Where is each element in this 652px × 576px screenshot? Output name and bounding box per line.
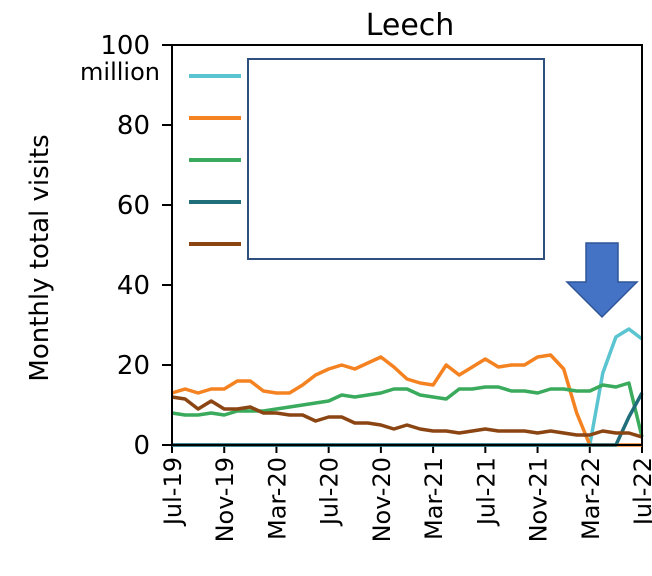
y-tick-label: 80	[117, 111, 150, 141]
x-tick-label: Mar-22	[577, 457, 605, 540]
series-line-3	[171, 381, 644, 438]
y-tick-label: 60	[117, 191, 150, 221]
legend	[189, 58, 545, 260]
legend-cover-box	[247, 58, 545, 260]
y-tick-label: 100	[100, 31, 150, 61]
y-tick-label: 40	[117, 271, 150, 301]
x-tick-label: Nov-21	[525, 457, 553, 542]
x-tick-label: Jul-21	[472, 457, 500, 527]
x-tick-label: Nov-19	[211, 457, 239, 542]
x-tick-label: Mar-20	[263, 457, 291, 540]
y-axis-label: Monthly total visits	[25, 134, 55, 381]
y-tick-label: 0	[133, 431, 150, 461]
x-axis: Jul-19 Nov-19 Mar-20 Jul-20 Nov-20 Mar-21 Jul-…	[159, 445, 652, 542]
x-tick-label: Mar-21	[420, 457, 448, 540]
down-arrow-icon	[565, 242, 639, 319]
x-tick-label: Jul-19	[159, 457, 187, 527]
y-unit-label: million	[80, 58, 160, 86]
y-tick-label: 20	[117, 351, 150, 381]
plot-frame	[171, 44, 643, 446]
series-line-1	[172, 327, 644, 447]
chart-title: Leech	[366, 8, 455, 43]
series-layer	[171, 327, 644, 447]
x-tick-label: Nov-20	[368, 457, 396, 542]
y-axis: 0 20 40 60 80 100	[100, 31, 172, 461]
x-tick-label: Jul-22	[629, 457, 652, 527]
x-tick-label: Jul-20	[316, 457, 344, 527]
series-line-5	[171, 395, 643, 439]
series-line-2	[171, 353, 642, 447]
